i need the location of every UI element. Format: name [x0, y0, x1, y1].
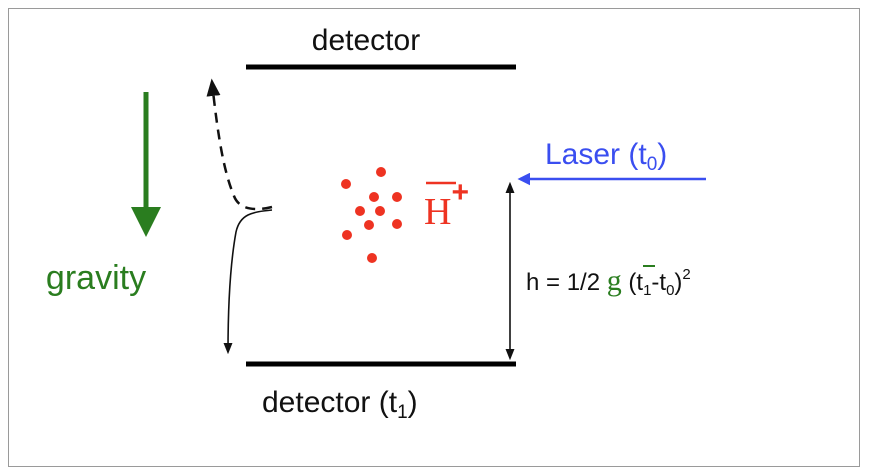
- ion-dot: [364, 220, 374, 230]
- upward-trajectory-dashed: [206, 78, 273, 211]
- laser-label: Laser (t0): [545, 138, 667, 175]
- ion-dot: [369, 192, 379, 202]
- ion-dot: [376, 167, 386, 177]
- ion-dot: [375, 206, 385, 216]
- ion-dot: [342, 230, 352, 240]
- ion-cloud: [341, 167, 402, 263]
- ion-dot: [355, 206, 365, 216]
- diagram-frame: [8, 8, 860, 467]
- antihydrogen-ion-label: H+: [424, 176, 469, 233]
- ion-dot: [341, 179, 351, 189]
- top-detector-label: detector: [312, 24, 420, 57]
- ion-dot: [392, 192, 402, 202]
- height-formula: h = 1/2 g (t1-t0)2: [526, 264, 691, 299]
- ion-dot: [367, 253, 377, 263]
- bottom-detector-label: detector (t1): [262, 386, 418, 423]
- downward-trajectory: [223, 209, 273, 355]
- gravity-label: gravity: [46, 259, 146, 297]
- ion-dot: [392, 219, 402, 229]
